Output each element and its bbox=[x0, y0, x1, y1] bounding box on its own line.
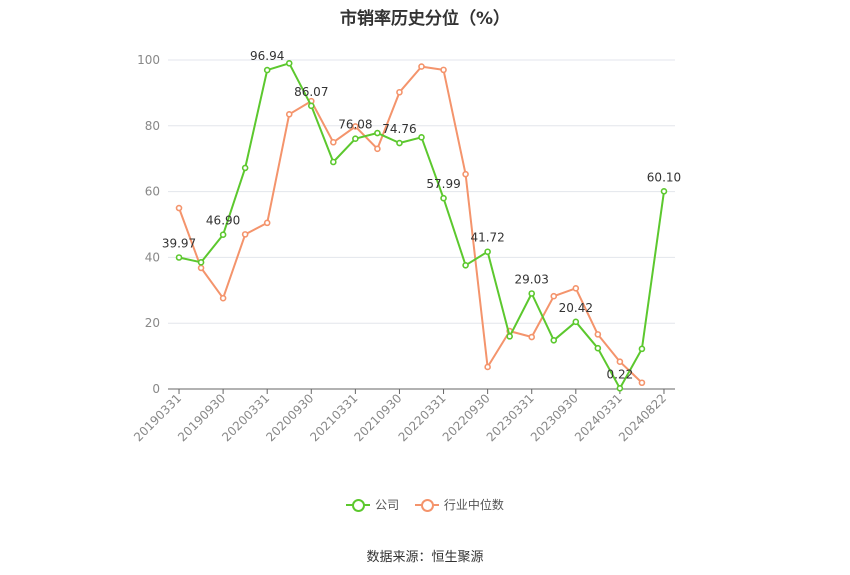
data-point bbox=[307, 102, 315, 110]
data-point bbox=[440, 194, 447, 202]
data-point bbox=[263, 66, 271, 74]
data-point bbox=[484, 363, 491, 371]
data-point bbox=[616, 358, 624, 365]
data-point bbox=[528, 333, 536, 341]
data-point bbox=[352, 123, 359, 130]
data-point bbox=[418, 63, 425, 70]
data-point bbox=[550, 292, 558, 300]
y-tick-label: 20 bbox=[145, 316, 160, 330]
series-line-1 bbox=[178, 65, 643, 384]
legend-item-company[interactable]: 公司 bbox=[346, 497, 399, 513]
data-point bbox=[197, 264, 205, 272]
legend-item-industry-median[interactable]: 行业中位数 bbox=[414, 497, 504, 513]
data-point bbox=[616, 384, 624, 392]
data-point bbox=[219, 294, 227, 302]
data-point bbox=[440, 66, 447, 74]
y-tick-label: 100 bbox=[137, 53, 160, 67]
data-point bbox=[594, 344, 602, 352]
legend-label-industry-median: 行业中位数 bbox=[443, 498, 504, 512]
data-label: 57.99 bbox=[426, 177, 460, 191]
data-point bbox=[285, 110, 293, 118]
data-point bbox=[352, 135, 359, 142]
legend-marker-company bbox=[346, 497, 371, 513]
legend-marker-industry-median bbox=[414, 497, 439, 513]
x-axis: 2019033120190930202003312020093020210331… bbox=[131, 388, 675, 444]
data-labels: 39.97 46.90 96.94 86.07 76.08 74.76 57.99 41.72… bbox=[162, 49, 681, 381]
data-label: 29.03 bbox=[515, 272, 549, 286]
data-point bbox=[396, 88, 403, 96]
data-label: 60.10 bbox=[647, 170, 681, 184]
data-point bbox=[506, 333, 513, 340]
data-point bbox=[396, 139, 403, 147]
data-label: 76.08 bbox=[338, 118, 372, 132]
data-point bbox=[462, 170, 469, 178]
data-point bbox=[572, 318, 580, 326]
data-point bbox=[219, 231, 227, 238]
data-point bbox=[550, 337, 558, 344]
data-point bbox=[528, 290, 536, 297]
data-point bbox=[285, 59, 293, 67]
y-tick-label: 40 bbox=[145, 250, 160, 264]
y-axis-tick-labels: 0 20 40 60 80 100 bbox=[137, 53, 160, 396]
data-point bbox=[462, 261, 469, 269]
data-label: 46.90 bbox=[206, 214, 240, 228]
y-tick-label: 0 bbox=[152, 382, 160, 396]
data-point bbox=[197, 259, 205, 266]
x-tick-label: 20240822 bbox=[616, 391, 669, 444]
legend: 公司 行业中位数 bbox=[0, 497, 850, 516]
data-label: 86.07 bbox=[294, 85, 328, 99]
data-point bbox=[175, 204, 183, 212]
data-point bbox=[263, 219, 271, 227]
data-point bbox=[330, 158, 337, 166]
y-tick-label: 60 bbox=[145, 185, 160, 199]
source-note: 数据来源：恒生聚源 bbox=[366, 550, 484, 565]
data-point bbox=[241, 231, 249, 238]
data-label: 20.42 bbox=[559, 301, 593, 315]
data-point bbox=[484, 248, 491, 256]
grid-lines bbox=[168, 59, 675, 324]
data-label: 39.97 bbox=[162, 236, 196, 250]
data-label: 0.22 bbox=[607, 367, 634, 381]
data-point bbox=[175, 254, 183, 261]
data-point bbox=[418, 134, 425, 141]
legend-label-company: 公司 bbox=[375, 498, 400, 512]
data-label: 41.72 bbox=[470, 231, 504, 245]
data-point bbox=[638, 345, 646, 353]
data-point bbox=[374, 129, 381, 137]
data-point bbox=[241, 164, 249, 172]
data-point bbox=[572, 285, 580, 292]
data-label: 96.94 bbox=[250, 49, 284, 63]
data-point bbox=[330, 138, 337, 146]
data-point bbox=[660, 187, 668, 195]
chart-title: 市销率历史分位（%） bbox=[339, 9, 511, 29]
series-line-0 bbox=[178, 62, 665, 390]
data-point bbox=[594, 331, 602, 338]
y-tick-label: 80 bbox=[145, 119, 160, 133]
data-label: 74.76 bbox=[382, 122, 416, 136]
data-point bbox=[638, 379, 646, 387]
data-point bbox=[374, 145, 381, 153]
series-lines bbox=[175, 59, 668, 392]
